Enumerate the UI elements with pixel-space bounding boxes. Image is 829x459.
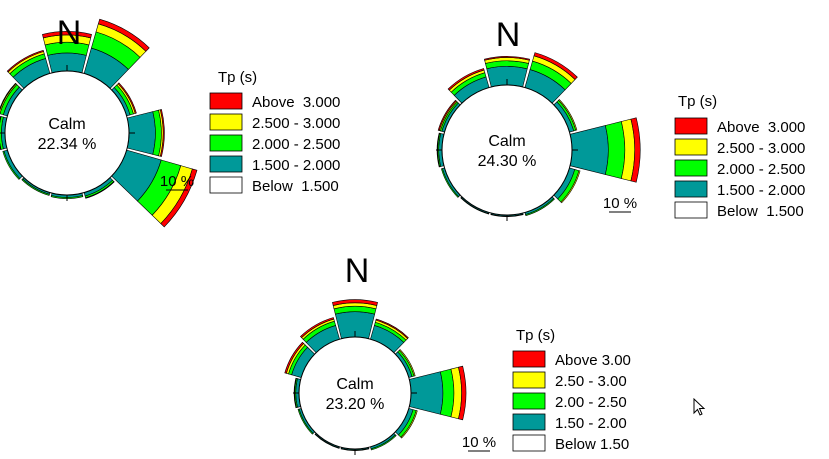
- petal-240-bin-2: [440, 168, 460, 198]
- legend-swatch: [674, 159, 708, 177]
- petal-0-bin-4: [483, 56, 531, 61]
- legend-label: 2.500 - 3.000: [252, 115, 340, 132]
- petal-150-bin-2: [370, 434, 397, 451]
- petal-90-bin-4: [159, 109, 165, 157]
- petal-60-bin-4: [117, 82, 137, 114]
- petal-120-bin-3: [400, 410, 418, 439]
- petal-210-bin-2: [314, 433, 340, 449]
- petal-60-bin-3: [398, 349, 416, 377]
- legend-label: Above 3.000: [717, 119, 805, 136]
- legend-swatch: [512, 392, 546, 410]
- petal-330-bin-4: [6, 49, 44, 73]
- petal-270-bin-3: [293, 377, 297, 409]
- petal-300-bin-4: [284, 341, 305, 374]
- legend-label: 2.50 - 3.00: [555, 373, 627, 390]
- petal-60-bin-3: [558, 99, 578, 131]
- legend-swatch: [512, 434, 546, 452]
- petal-270-bin-3: [436, 132, 441, 168]
- petal-0-bin-4: [42, 31, 92, 39]
- legend-title: Tp (s): [678, 93, 717, 110]
- legend-label: Below 1.500: [717, 203, 804, 220]
- legend-label: 2.500 - 3.000: [717, 140, 805, 157]
- petal-180-bin-2: [490, 213, 524, 217]
- legend-label: Below 1.500: [252, 178, 339, 195]
- petal-330-bin-4: [300, 317, 335, 339]
- petal-180-bin-2: [50, 195, 84, 199]
- legend-swatch: [512, 413, 546, 431]
- petal-180-bin-2: [340, 448, 370, 451]
- north-label: N: [57, 14, 82, 52]
- legend-swatch: [209, 176, 243, 194]
- legend: Tp (s) Above 3.000 2.500 - 3.000 2.000 - 2.…: [209, 69, 340, 195]
- petal-300-bin-4: [437, 99, 457, 131]
- windrose-1: Calm 22.34 % N 10 % Tp (s) Above 3.000 2.500 -…: [0, 14, 340, 228]
- legend: Tp (s)Above 3.000 2.500 - 3.000 2.000 - 2.…: [674, 93, 805, 220]
- legend-label: 2.00 - 2.50: [555, 394, 627, 411]
- north-label: N: [345, 252, 370, 290]
- petal-270-bin-3: [0, 116, 2, 150]
- petal-30-bin-4: [97, 18, 150, 52]
- legend-label: Above 3.000: [252, 94, 340, 111]
- calm-value: 24.30 %: [478, 153, 537, 170]
- legend-label: 2.000 - 2.500: [252, 136, 340, 153]
- calm-value: 23.20 %: [326, 396, 385, 413]
- legend-label: Below 1.50: [555, 436, 629, 453]
- windrose-2: Calm 24.30 % N 10 % Tp (s)Above 3.000 2.500 -…: [436, 16, 805, 221]
- scale-label: 10 %: [603, 195, 637, 212]
- calm-value: 22.34 %: [38, 136, 97, 153]
- calm-label: Calm: [48, 116, 85, 133]
- legend-swatch: [674, 138, 708, 156]
- legend-swatch: [512, 371, 546, 389]
- legend-swatch: [674, 180, 708, 198]
- legend-swatch: [209, 155, 243, 173]
- legend-swatch: [674, 117, 708, 135]
- calm-label: Calm: [336, 376, 373, 393]
- legend-swatch: [512, 350, 546, 368]
- calm-circle: [4, 70, 130, 196]
- petal-90-bin-4: [458, 365, 467, 421]
- scale-label: 10 %: [160, 173, 194, 190]
- scale-label: 10 %: [462, 434, 496, 451]
- petal-30-bin-4: [375, 318, 409, 339]
- legend-label: 2.000 - 2.500: [717, 161, 805, 178]
- legend-swatch: [209, 134, 243, 152]
- petal-30-bin-4: [533, 52, 578, 80]
- windrose-3: Calm 23.20 % N 10 % Tp (s)Above 3.00 2.50 - 3…: [284, 252, 631, 455]
- petal-120-bin-3: [560, 170, 581, 204]
- petal-0-bin-4: [332, 299, 378, 306]
- legend-swatch: [674, 201, 708, 219]
- petal-240-bin-2: [297, 408, 314, 435]
- petal-150-bin-2: [525, 197, 555, 217]
- petal-300-bin-4: [0, 82, 17, 111]
- petal-120-bin-4: [160, 168, 198, 228]
- petal-90-bin-4: [630, 117, 641, 183]
- legend-swatch: [209, 92, 243, 110]
- calm-label: Calm: [488, 133, 525, 150]
- petal-210-bin-2: [460, 197, 490, 215]
- legend: Tp (s)Above 3.00 2.50 - 3.00 2.00 - 2.50 1.…: [512, 327, 631, 453]
- legend-label: Above 3.00: [555, 352, 631, 369]
- legend-label: 1.500 - 2.000: [717, 182, 805, 199]
- mouse-cursor-icon: [693, 398, 706, 416]
- calm-circle: [441, 84, 573, 216]
- north-label: N: [496, 16, 521, 54]
- legend-title: Tp (s): [516, 327, 555, 344]
- petal-90-bin-2: [604, 121, 626, 179]
- legend-swatch: [209, 113, 243, 131]
- legend-label: 1.50 - 2.00: [555, 415, 627, 432]
- calm-circle: [298, 336, 412, 450]
- petal-150-bin-3: [85, 181, 115, 199]
- legend-label: 1.500 - 2.000: [252, 157, 340, 174]
- petal-330-bin-4: [447, 68, 485, 91]
- petal-240-bin-2: [2, 150, 21, 180]
- petal-210-bin-2: [21, 178, 50, 196]
- legend-title: Tp (s): [218, 69, 257, 86]
